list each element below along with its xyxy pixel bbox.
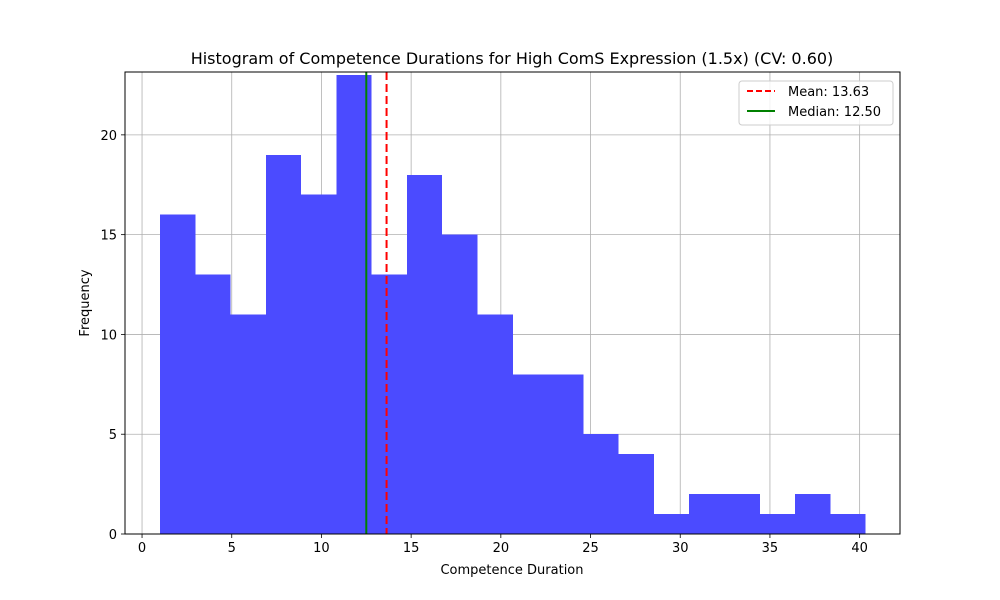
histogram-bar: [830, 514, 866, 534]
histogram-bar: [618, 454, 654, 534]
histogram-bar: [301, 194, 337, 534]
y-tick-label: 15: [100, 229, 117, 244]
plot-frame: [124, 71, 901, 535]
y-tick-label: 10: [100, 328, 117, 343]
histogram-bar: [759, 514, 796, 534]
histogram-bar: [230, 314, 266, 534]
legend: Mean: 13.63 Median: 12.50: [738, 80, 894, 126]
histogram-bar: [265, 154, 302, 534]
x-tick-label: 20: [493, 541, 510, 556]
x-tick-label: 35: [762, 541, 779, 556]
histogram-bar: [724, 494, 760, 534]
histogram-bar: [477, 314, 513, 534]
chart-title: Histogram of Competence Durations for Hi…: [191, 49, 834, 68]
x-tick-label: 0: [138, 541, 146, 556]
reference-lines: [365, 72, 388, 534]
legend-median-label: Median: 12.50: [788, 105, 881, 120]
y-axis-ticks: 0 5 10 15 20: [100, 129, 125, 543]
histogram-bar: [406, 174, 443, 535]
histogram-bar: [689, 494, 725, 534]
x-tick-label: 30: [672, 541, 689, 556]
x-tick-label: 40: [851, 541, 868, 556]
histogram-bar: [512, 374, 549, 534]
y-tick-label: 5: [109, 428, 117, 443]
histogram-bar: [548, 374, 584, 534]
histogram-bar: [371, 274, 407, 534]
histogram-bar: [583, 434, 619, 534]
legend-mean-label: Mean: 13.63: [788, 85, 869, 100]
x-tick-label: 15: [403, 541, 420, 556]
x-tick-label: 10: [313, 541, 330, 556]
histogram-bar: [159, 214, 196, 534]
histogram-bars: [159, 74, 866, 535]
x-axis-label: Competence Duration: [440, 563, 583, 578]
legend-box: [738, 80, 894, 126]
x-tick-label: 25: [582, 541, 599, 556]
x-axis-ticks: 0 5 10 15 20 25 30 35 40: [138, 534, 868, 556]
histogram-bar: [795, 494, 831, 534]
x-tick-label: 5: [228, 541, 236, 556]
histogram-bar: [653, 514, 690, 534]
y-tick-label: 20: [100, 129, 117, 144]
y-axis-label: Frequency: [78, 269, 93, 336]
y-tick-label: 0: [109, 528, 117, 543]
histogram-bar: [442, 234, 478, 534]
histogram-bar: [195, 274, 231, 534]
